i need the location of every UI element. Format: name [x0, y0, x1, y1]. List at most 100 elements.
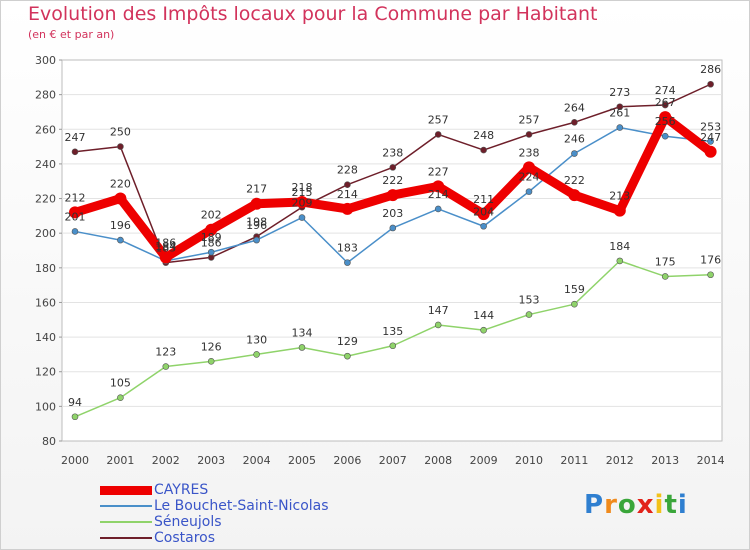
- data-label: 184: [609, 240, 630, 253]
- y-tick-label: 240: [35, 158, 56, 171]
- y-tick-label: 140: [35, 331, 56, 344]
- data-point: [477, 208, 490, 221]
- data-point: [434, 321, 442, 329]
- chart-title: Evolution des Impôts locaux pour la Comm…: [28, 3, 598, 25]
- y-tick-label: 280: [35, 89, 56, 102]
- data-label: 153: [519, 294, 540, 307]
- y-tick-label: 260: [35, 123, 56, 136]
- y-tick-label: 100: [35, 400, 56, 413]
- data-point: [480, 146, 487, 154]
- data-label: 213: [609, 190, 630, 203]
- data-point: [571, 300, 578, 308]
- y-tick-label: 160: [35, 296, 56, 309]
- data-point: [568, 189, 581, 202]
- data-label: 123: [155, 346, 176, 359]
- data-point: [480, 326, 487, 334]
- data-label: 126: [201, 340, 222, 353]
- data-label: 264: [564, 101, 585, 114]
- y-tick-label: 300: [35, 54, 56, 67]
- data-label: 220: [110, 178, 131, 191]
- data-point: [296, 196, 308, 209]
- legend-swatch: [100, 485, 152, 495]
- data-label: 267: [655, 96, 676, 109]
- data-label: 214: [337, 188, 358, 201]
- data-label: 212: [65, 191, 86, 204]
- data-label: 273: [609, 86, 630, 99]
- data-label: 94: [68, 396, 82, 409]
- data-label: 196: [246, 219, 267, 232]
- data-label: 144: [473, 309, 494, 322]
- data-point: [571, 119, 578, 126]
- data-label: 274: [655, 84, 676, 97]
- data-point: [71, 413, 79, 421]
- data-point: [207, 358, 215, 365]
- data-point: [480, 222, 487, 230]
- y-tick-label: 220: [35, 193, 56, 206]
- data-point: [707, 138, 714, 145]
- data-point: [659, 111, 672, 124]
- legend-label: CAYRES: [154, 482, 209, 498]
- legend-swatch: [100, 521, 152, 523]
- x-tick-label: 2004: [243, 454, 271, 467]
- data-point: [616, 124, 624, 131]
- data-point: [344, 181, 351, 188]
- data-point: [162, 363, 170, 370]
- data-point: [525, 188, 533, 195]
- data-point: [707, 80, 714, 88]
- x-tick-label: 2000: [61, 454, 89, 467]
- data-label: 257: [428, 113, 449, 126]
- x-tick-label: 2013: [651, 454, 679, 467]
- data-label: 176: [700, 254, 721, 267]
- x-tick-label: 2008: [424, 454, 452, 467]
- data-point: [71, 228, 79, 235]
- data-point: [114, 192, 127, 205]
- data-label: 203: [382, 207, 403, 220]
- data-label: 248: [473, 129, 494, 142]
- data-label: 250: [110, 126, 131, 139]
- data-point: [661, 132, 669, 140]
- data-label: 175: [655, 255, 676, 268]
- data-point: [616, 103, 624, 111]
- data-point: [250, 197, 263, 210]
- data-point: [613, 204, 626, 217]
- data-point: [344, 259, 351, 266]
- data-label: 261: [609, 107, 630, 120]
- data-point: [571, 150, 578, 157]
- data-label: 129: [337, 335, 358, 348]
- data-point: [661, 101, 669, 109]
- data-point: [253, 351, 260, 358]
- data-label: 215: [292, 186, 313, 199]
- data-label: 256: [655, 115, 676, 128]
- data-label: 105: [110, 377, 131, 390]
- legend-item: Le Bouchet-Saint-Nicolas: [100, 498, 329, 514]
- legend-label: Le Bouchet-Saint-Nicolas: [154, 498, 329, 514]
- legend-item: CAYRES: [100, 482, 208, 498]
- x-tick-label: 2011: [560, 454, 588, 467]
- data-label: 159: [564, 283, 585, 296]
- data-label: 246: [564, 133, 585, 146]
- data-point: [298, 344, 306, 351]
- data-label: 227: [428, 165, 449, 178]
- data-point: [707, 271, 714, 279]
- data-point: [341, 202, 354, 215]
- x-tick-label: 2010: [515, 454, 543, 467]
- data-point: [616, 257, 624, 265]
- data-label: 222: [382, 174, 403, 187]
- plot-area: [61, 59, 723, 442]
- legend-label: Costaros: [154, 530, 216, 546]
- data-label: 228: [337, 164, 358, 177]
- data-label: 247: [700, 131, 721, 144]
- data-label: 196: [110, 219, 131, 232]
- x-tick-label: 2007: [379, 454, 407, 467]
- data-label: 238: [519, 146, 540, 159]
- legend-label: Séneujols: [154, 514, 222, 530]
- x-tick-label: 2002: [152, 454, 180, 467]
- data-label: 286: [700, 63, 721, 76]
- data-label: 209: [292, 197, 313, 210]
- data-point: [159, 251, 172, 264]
- data-label: 186: [155, 236, 176, 249]
- data-label: 202: [201, 209, 222, 222]
- data-point: [434, 131, 442, 138]
- x-tick-label: 2009: [470, 454, 498, 467]
